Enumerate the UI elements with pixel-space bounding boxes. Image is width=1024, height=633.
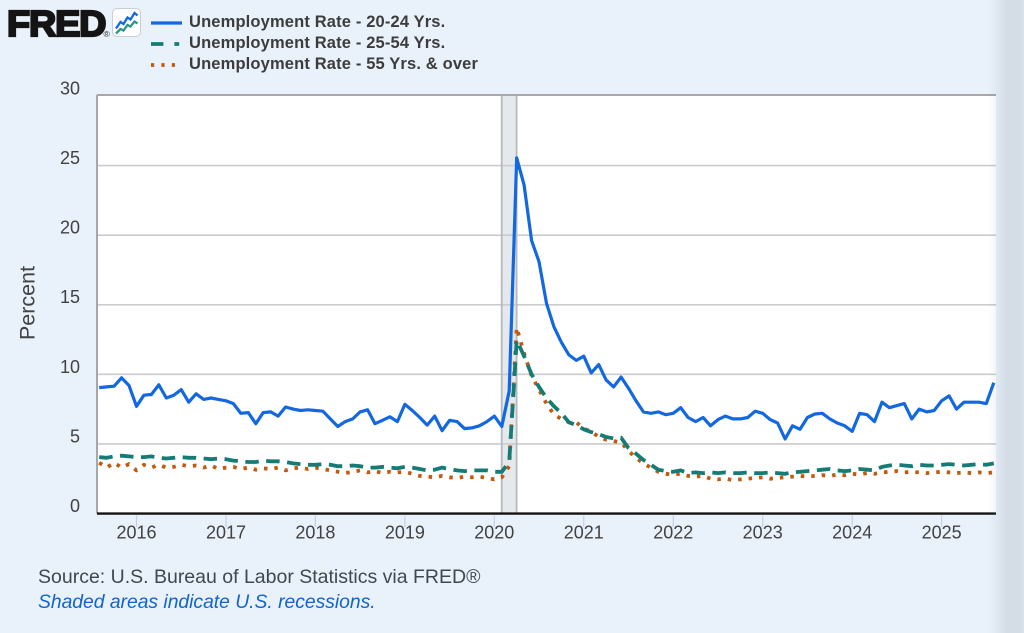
- svg-text:2023: 2023: [743, 523, 783, 543]
- svg-text:2018: 2018: [295, 523, 335, 543]
- svg-text:10: 10: [60, 357, 80, 377]
- svg-text:2017: 2017: [206, 523, 246, 543]
- svg-text:2020: 2020: [474, 523, 514, 543]
- svg-text:30: 30: [60, 79, 80, 99]
- svg-text:25: 25: [60, 148, 80, 168]
- svg-text:2016: 2016: [116, 523, 156, 543]
- svg-text:Percent: Percent: [16, 266, 40, 340]
- svg-text:20: 20: [60, 218, 80, 238]
- svg-text:2025: 2025: [922, 523, 962, 543]
- svg-text:2019: 2019: [385, 523, 425, 543]
- svg-text:15: 15: [60, 287, 80, 307]
- svg-text:0: 0: [70, 496, 80, 516]
- svg-text:2021: 2021: [564, 523, 604, 543]
- svg-text:2024: 2024: [832, 523, 872, 543]
- svg-text:2022: 2022: [653, 523, 693, 543]
- svg-text:5: 5: [70, 426, 80, 446]
